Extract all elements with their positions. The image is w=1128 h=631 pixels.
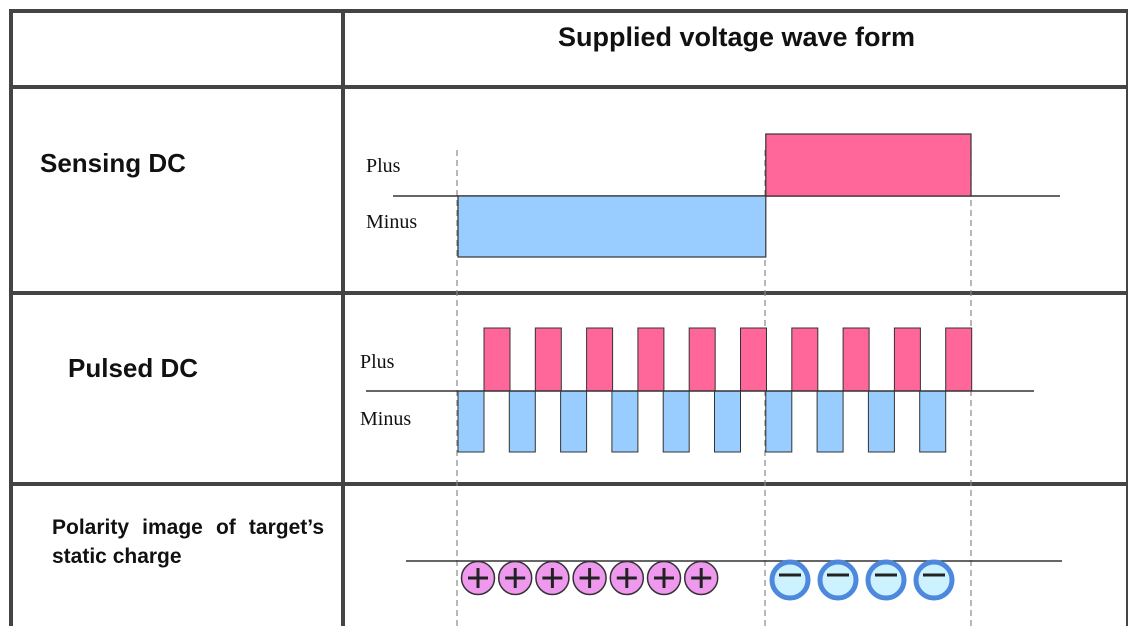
- minus-pulse: [919, 390, 947, 453]
- minus-pulse: [508, 390, 536, 453]
- table-outer-border: [9, 9, 1128, 631]
- minus-pulse: [662, 390, 690, 453]
- plus-pulse: [740, 327, 767, 392]
- plus-pulse: [688, 327, 716, 392]
- plus-pulse: [893, 327, 921, 392]
- plus-pulse: [791, 327, 819, 392]
- row-label-pulsed-dc: Pulsed DC: [68, 353, 199, 383]
- plus-charge-symbol: [535, 560, 570, 596]
- minus-pulse: [867, 390, 895, 453]
- pulsed-dc-plus-label: Plus: [360, 351, 395, 373]
- sensing-dc-waveform: [393, 133, 1060, 258]
- row-label-sensing-dc: Sensing DC: [40, 148, 186, 178]
- header-title: Supplied voltage wave form: [557, 22, 916, 52]
- plus-charge-symbol: [646, 560, 682, 596]
- plus-charge-symbol: [497, 560, 533, 596]
- plus-pulse: [945, 327, 973, 392]
- plus-charge-symbol: [460, 560, 496, 596]
- plus-pulse: [842, 327, 870, 392]
- minus-charge-symbol: [913, 559, 955, 601]
- plus-pulse: [483, 327, 511, 392]
- row-label-polarity: Polarity image of target’s static charge: [52, 516, 324, 568]
- sensing-dc-plus-segment: [765, 133, 972, 197]
- minus-pulse: [611, 390, 639, 453]
- sensing-dc-minus-segment: [457, 195, 767, 258]
- pulsed-dc-minus-label: Minus: [360, 408, 412, 430]
- sensing-dc-plus-label: Plus: [366, 155, 401, 177]
- plus-pulse: [586, 327, 614, 392]
- minus-pulse: [816, 390, 844, 453]
- pulsed-dc-pulses: [457, 327, 973, 453]
- minus-charge-symbol: [769, 559, 811, 601]
- plus-charge-symbol: [572, 560, 607, 596]
- minus-pulse: [765, 390, 793, 453]
- plus-pulse: [637, 327, 665, 392]
- pulsed-dc-waveform: [366, 327, 1034, 453]
- plus-pulse: [534, 327, 562, 392]
- plus-charge-symbol: [683, 560, 719, 596]
- plus-charge-symbol: [609, 560, 645, 596]
- minus-pulse: [560, 390, 588, 453]
- minus-pulse: [714, 390, 741, 453]
- minus-charge-symbol: [817, 559, 859, 601]
- polarity-image: [406, 559, 1062, 601]
- minus-pulse: [457, 390, 485, 453]
- minus-charge-symbol: [865, 559, 907, 601]
- sensing-dc-minus-label: Minus: [366, 211, 418, 233]
- charge-symbols: [460, 559, 955, 601]
